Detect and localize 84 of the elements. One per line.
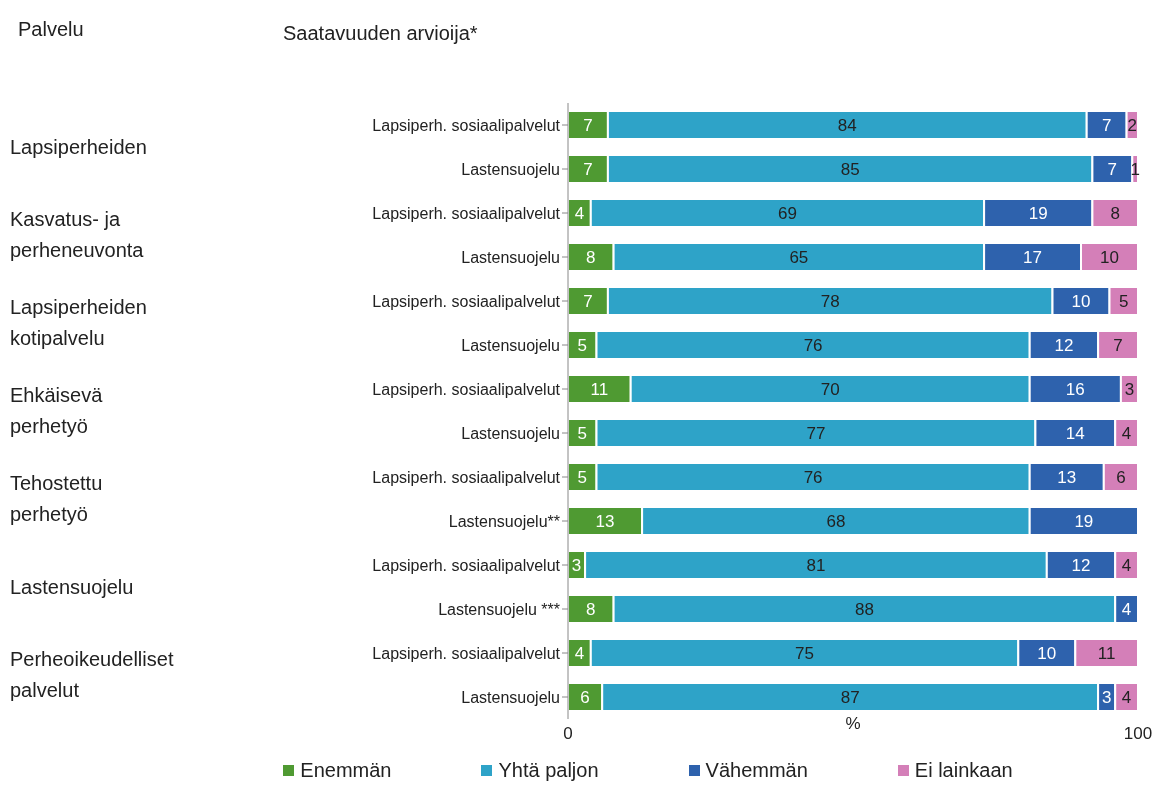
data-label: 5 <box>577 335 587 355</box>
data-label: 69 <box>777 203 797 223</box>
text: Lapsiperheiden <box>10 134 148 160</box>
y-tick-label: Lastensuojelu <box>461 336 560 354</box>
data-label: 4 <box>574 203 585 223</box>
data-label: 70 <box>820 379 840 399</box>
data-label: 7 <box>1101 115 1112 135</box>
data-label: 11 <box>1097 643 1116 663</box>
data-label: 8 <box>586 599 596 619</box>
text: Palvelu <box>18 18 84 41</box>
data-label: 3 <box>1101 687 1112 707</box>
data-label: 13 <box>595 511 615 531</box>
data-label: 2 <box>1127 115 1138 135</box>
data-label: 75 <box>795 643 815 663</box>
data-label: 8 <box>586 247 596 267</box>
y-tick-label: Lastensuojelu <box>461 248 560 266</box>
data-label: 7 <box>1107 159 1118 179</box>
data-label: 4 <box>1121 555 1132 575</box>
y-tick-label: Lapsiperh. sosiaalipalvelut <box>372 380 561 398</box>
data-label: 6 <box>1116 467 1126 487</box>
data-label: 13 <box>1057 467 1077 487</box>
y-tick-label: Lapsiperh. sosiaalipalvelut <box>372 116 561 134</box>
y-tick-label: Lastensuojelu <box>461 160 560 178</box>
data-label: 68 <box>826 511 846 531</box>
data-label: 7 <box>1113 335 1123 355</box>
data-label: 88 <box>854 599 874 619</box>
data-label: 4 <box>1121 423 1132 443</box>
data-label: 81 <box>806 555 826 575</box>
data-label: 16 <box>1065 379 1085 399</box>
y-tick-label: Lapsiperh. sosiaalipalvelut <box>372 292 561 310</box>
data-label: 4 <box>1121 687 1132 707</box>
x-tick-label: 100 <box>1123 724 1153 744</box>
text: Ehkäisevä perhetyö <box>10 383 104 439</box>
text: Lapsiperheiden kotipalvelu <box>10 295 148 351</box>
data-label: 76 <box>803 467 823 487</box>
data-label: 6 <box>580 687 590 707</box>
legend-label: Vähemmän <box>705 759 808 782</box>
data-label: 10 <box>1100 247 1119 267</box>
data-label: 87 <box>840 687 860 707</box>
text: Yhtä paljon <box>498 759 599 782</box>
data-label: 11 <box>590 379 609 399</box>
data-label: 5 <box>1119 291 1129 311</box>
data-label: 77 <box>806 423 826 443</box>
data-label: 4 <box>574 643 585 663</box>
y-tick-label: Lapsiperh. sosiaalipalvelut <box>372 204 561 222</box>
y-tick-label: Lastensuojelu *** <box>438 600 560 618</box>
x-axis-title: % <box>845 714 861 734</box>
legend-label: Ei lainkaan <box>914 759 1013 782</box>
data-label: 19 <box>1074 511 1094 531</box>
data-label: 5 <box>577 467 587 487</box>
data-label: 3 <box>1124 379 1135 399</box>
y-tick-label: Lapsiperh. sosiaalipalvelut <box>372 468 561 486</box>
data-label: 12 <box>1071 555 1091 575</box>
data-label: 5 <box>577 423 587 443</box>
y-tick-label: Lastensuojelu <box>461 424 560 442</box>
text: Perheoikeudelliset palvelut <box>10 647 175 703</box>
data-label: 19 <box>1028 203 1048 223</box>
data-label: 7 <box>583 291 593 311</box>
y-tick-label: Lastensuojelu <box>461 688 560 706</box>
legend-label: Enemmän <box>300 759 392 782</box>
data-label: 1 <box>1130 159 1140 179</box>
y-tick-label: Lastensuojelu** <box>448 512 560 530</box>
x-tick-label: 0 <box>563 724 573 744</box>
data-label: 10 <box>1037 643 1057 663</box>
data-label: 12 <box>1054 335 1074 355</box>
data-label: 4 <box>1121 599 1132 619</box>
data-label: 65 <box>789 247 809 267</box>
data-label: 7 <box>583 159 593 179</box>
data-label: 3 <box>571 555 582 575</box>
text: Lastensuojelu <box>10 574 135 600</box>
data-label: 10 <box>1071 291 1091 311</box>
data-label: 17 <box>1023 247 1043 267</box>
data-label: 8 <box>1110 203 1120 223</box>
y-tick-label: Lapsiperh. sosiaalipalvelut <box>372 644 561 662</box>
data-label: 76 <box>803 335 823 355</box>
y-axis-title: Saatavuuden arvioija* <box>283 21 479 46</box>
text: Kasvatus- ja perheneuvonta <box>10 207 145 263</box>
data-label: 84 <box>837 115 857 135</box>
data-label: 85 <box>840 159 860 179</box>
y-tick-label: Lapsiperh. sosiaalipalvelut <box>372 556 561 574</box>
data-label: 14 <box>1065 423 1085 443</box>
data-label: 78 <box>820 291 840 311</box>
text: Tehostettu perhetyö <box>10 471 104 527</box>
data-label: 7 <box>583 115 593 135</box>
